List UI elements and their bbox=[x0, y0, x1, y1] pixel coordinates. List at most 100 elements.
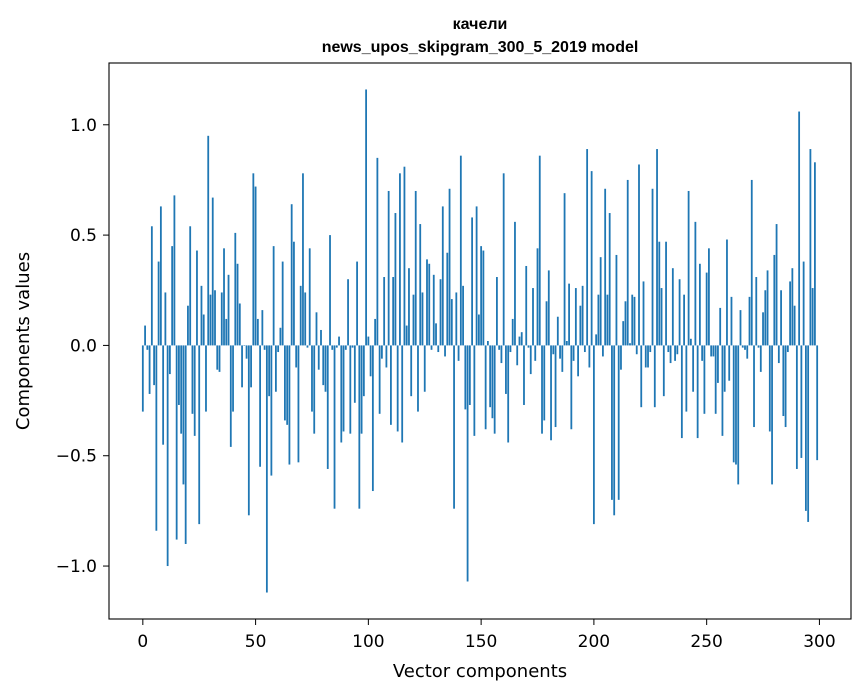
bar-component-14 bbox=[173, 195, 176, 346]
bar-component-267 bbox=[744, 345, 746, 350]
bar-component-91 bbox=[347, 279, 349, 346]
bar-component-64 bbox=[286, 345, 289, 425]
bar-component-32 bbox=[214, 290, 216, 346]
bar-component-259 bbox=[726, 239, 728, 346]
bar-component-154 bbox=[489, 345, 492, 408]
x-tick-label-200: 200 bbox=[578, 632, 610, 652]
bar-component-61 bbox=[279, 327, 282, 346]
bar-component-165 bbox=[514, 221, 516, 346]
bar-component-85 bbox=[333, 345, 336, 509]
bar-component-287 bbox=[789, 281, 791, 346]
bar-component-74 bbox=[308, 248, 311, 346]
bar-component-176 bbox=[538, 155, 541, 346]
bar-component-171 bbox=[527, 345, 530, 348]
chart-subtitle: news_upos_skipgram_300_5_2019 model bbox=[322, 39, 639, 56]
bar-component-283 bbox=[780, 290, 782, 346]
bar-component-100 bbox=[367, 336, 370, 346]
bar-component-37 bbox=[225, 318, 228, 346]
bar-component-279 bbox=[771, 345, 773, 485]
bar-component-149 bbox=[477, 314, 480, 346]
y-axis: −1.0 −0.5 0.0 0.5 1.0 bbox=[56, 116, 109, 577]
bar-component-185 bbox=[559, 345, 561, 359]
plot-frame bbox=[108, 62, 852, 620]
bar-component-44 bbox=[241, 345, 243, 388]
bar-component-255 bbox=[717, 345, 719, 383]
bar-component-106 bbox=[380, 345, 383, 359]
bar-component-18 bbox=[182, 345, 185, 485]
bar-component-83 bbox=[329, 235, 331, 346]
bar-component-179 bbox=[545, 301, 548, 346]
bar-component-295 bbox=[807, 345, 810, 522]
bar-component-244 bbox=[692, 345, 695, 392]
x-axis-label: Vector components bbox=[393, 661, 567, 682]
bar-component-116 bbox=[403, 166, 406, 346]
bar-component-13 bbox=[171, 246, 174, 346]
bar-component-178 bbox=[543, 345, 546, 421]
bar-component-216 bbox=[629, 343, 631, 346]
bar-component-92 bbox=[349, 345, 352, 434]
bar-component-29 bbox=[207, 135, 210, 346]
x-tick-label-100: 100 bbox=[352, 632, 384, 652]
bar-component-90 bbox=[344, 345, 347, 350]
bar-component-55 bbox=[265, 345, 268, 593]
bar-component-208 bbox=[611, 345, 613, 500]
bar-component-131 bbox=[437, 345, 440, 353]
bar-component-133 bbox=[441, 206, 444, 346]
bar-component-234 bbox=[669, 345, 672, 364]
bar-component-280 bbox=[773, 254, 776, 346]
bar-component-156 bbox=[493, 345, 496, 434]
bar-component-169 bbox=[523, 345, 525, 405]
bar-component-137 bbox=[450, 299, 453, 346]
bar-component-209 bbox=[613, 345, 616, 516]
bar-component-122 bbox=[417, 345, 419, 412]
bar-component-221 bbox=[640, 345, 643, 408]
bar-component-12 bbox=[168, 345, 171, 375]
bar-component-260 bbox=[728, 345, 731, 381]
bar-component-285 bbox=[784, 345, 787, 428]
bar-component-67 bbox=[293, 241, 295, 346]
bar-component-40 bbox=[232, 345, 234, 412]
bar-component-134 bbox=[444, 345, 446, 357]
bar-component-138 bbox=[453, 345, 455, 509]
bar-component-228 bbox=[656, 149, 658, 346]
x-axis: 0 50 100 150 200 250 300 bbox=[137, 619, 836, 652]
bar-component-49 bbox=[252, 173, 255, 346]
bar-component-102 bbox=[371, 345, 374, 492]
bar-component-163 bbox=[509, 345, 512, 353]
bar-component-117 bbox=[405, 325, 408, 346]
bar-component-233 bbox=[667, 345, 670, 353]
bar-component-62 bbox=[281, 261, 284, 346]
bar-component-126 bbox=[426, 259, 428, 346]
bar-component-294 bbox=[804, 345, 807, 511]
bar-component-34 bbox=[218, 345, 221, 372]
bar-component-107 bbox=[383, 277, 386, 346]
bar-component-112 bbox=[394, 213, 397, 346]
bar-component-36 bbox=[223, 248, 225, 346]
bar-component-289 bbox=[793, 305, 796, 346]
bar-component-22 bbox=[191, 345, 194, 414]
bar-component-297 bbox=[811, 288, 814, 346]
bar-component-9 bbox=[162, 345, 165, 445]
bar-component-48 bbox=[250, 345, 252, 388]
bar-component-124 bbox=[421, 292, 424, 346]
bar-component-7 bbox=[157, 261, 160, 346]
bar-component-220 bbox=[638, 164, 640, 346]
plot-bars bbox=[141, 89, 819, 593]
bar-component-101 bbox=[369, 345, 372, 377]
bar-component-292 bbox=[800, 345, 803, 458]
bar-component-191 bbox=[572, 345, 575, 361]
bar-component-68 bbox=[295, 345, 298, 368]
bar-component-181 bbox=[550, 345, 552, 441]
bar-component-148 bbox=[475, 206, 478, 346]
bar-component-239 bbox=[680, 345, 683, 439]
bar-component-242 bbox=[687, 190, 690, 346]
bar-component-105 bbox=[378, 345, 381, 414]
bar-component-38 bbox=[227, 274, 230, 346]
bar-component-96 bbox=[358, 345, 361, 509]
bar-component-63 bbox=[284, 345, 286, 421]
bar-component-146 bbox=[471, 217, 473, 346]
x-tick-label-0: 0 bbox=[137, 632, 148, 652]
bar-component-31 bbox=[211, 197, 214, 346]
bar-component-147 bbox=[473, 345, 476, 436]
